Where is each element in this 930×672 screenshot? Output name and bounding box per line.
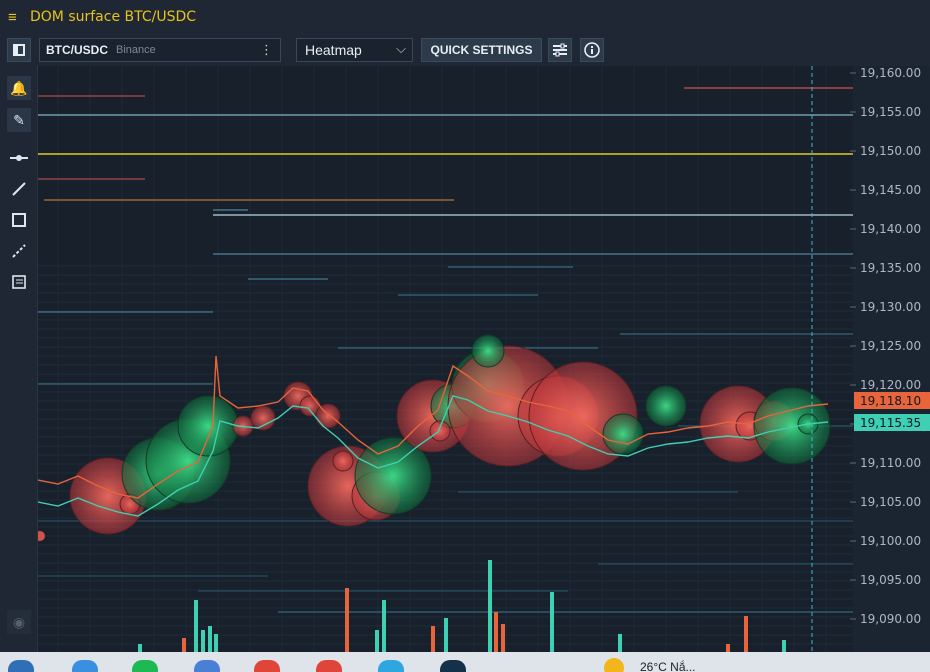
toolbar: BTC/USDC Binance ⋮ Heatmap ⌵ QUICK SETTI… — [0, 34, 930, 66]
telegram-taskbar-icon[interactable] — [378, 660, 404, 672]
horizontal-line-tool-icon[interactable] — [7, 146, 31, 170]
price-tick-label: 19,120.00 — [860, 378, 921, 392]
info-icon — [584, 42, 600, 58]
file-explorer-taskbar-icon[interactable] — [8, 660, 34, 672]
hamburger-menu-icon[interactable]: ≡ — [8, 8, 17, 26]
bid-price-badge — [854, 414, 930, 431]
ask-price-text: 19,118.10 — [860, 394, 921, 408]
buy-trade-bubble — [177, 395, 239, 457]
chevron-down-icon: ⌵ — [396, 41, 406, 56]
measure-tool-icon[interactable] — [7, 239, 31, 263]
sell-trade-bubble — [429, 420, 451, 442]
price-tick-label: 19,160.00 — [860, 66, 921, 80]
heatmap-chart[interactable]: 19,160.00 19,155.00 19,150.00 19,145.00 19,1… — [35, 66, 930, 652]
buy-trade-bubble — [753, 387, 831, 465]
trading-app-taskbar-icon[interactable] — [440, 660, 466, 672]
price-tick-label: 19,110.00 — [860, 456, 921, 470]
drawing-tools-sidebar: 🔔 ✎ ◉ — [0, 66, 38, 652]
volume-bar — [501, 624, 505, 652]
os-taskbar: 26°C Nắ... — [0, 652, 930, 672]
buy-trade-bubble — [354, 437, 432, 515]
media-player-taskbar-icon[interactable] — [72, 660, 98, 672]
exchange-name: Binance — [116, 44, 156, 56]
heatmap-canvas[interactable]: 19,160.00 19,155.00 19,150.00 19,145.00 19,1… — [35, 66, 930, 652]
bid-price-text: 19,115.35 — [860, 416, 921, 430]
volume-bar — [208, 626, 212, 652]
rectangle-tool-icon[interactable] — [7, 208, 31, 232]
price-tick-label: 19,145.00 — [860, 183, 921, 197]
volume-bar — [345, 588, 349, 652]
price-tick-label: 19,100.00 — [860, 534, 921, 548]
chrome-taskbar-icon[interactable] — [254, 660, 280, 672]
spotify-taskbar-icon[interactable] — [132, 660, 158, 672]
best-ask-line — [37, 355, 829, 499]
info-button[interactable] — [580, 38, 604, 62]
volume-bar — [744, 616, 748, 652]
buy-trade-bubble — [602, 413, 644, 455]
price-tick-label: 19,135.00 — [860, 261, 921, 275]
price-tick-label: 19,140.00 — [860, 222, 921, 236]
window-title: DOM surface BTC/USDC — [30, 9, 197, 25]
volume-bar — [494, 612, 498, 652]
volume-bar — [618, 634, 622, 652]
symbol-selector[interactable]: BTC/USDC Binance ⋮ — [39, 38, 281, 62]
price-tick-label: 19,155.00 — [860, 105, 921, 119]
sell-trade-bubble — [332, 450, 354, 472]
view-mode-value: Heatmap — [305, 42, 362, 58]
settings-sliders-button[interactable] — [548, 38, 572, 62]
volume-bar — [431, 626, 435, 652]
volume-bar — [194, 600, 198, 652]
more-options-icon[interactable]: ⋮ — [260, 42, 273, 57]
volume-bar — [182, 638, 186, 652]
volume-bar — [488, 560, 492, 652]
sell-trade-bubble — [250, 405, 276, 431]
object-list-icon[interactable] — [7, 270, 31, 294]
sidebar-panel-icon — [13, 44, 25, 56]
ask-price-badge — [854, 392, 930, 409]
price-tick-label: 19,125.00 — [860, 339, 921, 353]
volume-bar — [382, 600, 386, 652]
volume-bar — [550, 592, 554, 652]
view-mode-select[interactable]: Heatmap ⌵ — [296, 38, 413, 62]
best-bid-line — [37, 395, 829, 517]
title-bar: ≡ DOM surface BTC/USDC — [0, 0, 930, 34]
weather-sun-icon — [604, 658, 624, 672]
price-tick-label: 19,095.00 — [860, 573, 921, 587]
symbol-name: BTC/USDC — [46, 43, 108, 57]
volume-bar — [375, 630, 379, 652]
sell-trade-bubble — [315, 403, 341, 429]
volume-bar — [444, 618, 448, 652]
quick-settings-button[interactable]: QUICK SETTINGS — [421, 38, 542, 62]
visibility-eye-icon[interactable]: ◉ — [7, 610, 31, 634]
volume-bar — [214, 634, 218, 652]
trend-line-tool-icon[interactable] — [7, 177, 31, 201]
buy-trade-bubble — [471, 334, 505, 368]
buy-trade-bubble — [645, 385, 687, 427]
sliders-icon — [553, 43, 567, 57]
sell-trade-bubble — [35, 531, 45, 541]
volume-bar — [138, 644, 142, 652]
price-tick-label: 19,130.00 — [860, 300, 921, 314]
price-tick-label: 19,150.00 — [860, 144, 921, 158]
panel-toggle-button[interactable] — [7, 38, 31, 62]
price-tick-label: 19,090.00 — [860, 612, 921, 626]
zalo-taskbar-icon[interactable] — [194, 660, 220, 672]
chrome-profile-taskbar-icon[interactable] — [316, 660, 342, 672]
alert-bell-icon[interactable]: 🔔 — [7, 76, 31, 100]
volume-bar — [782, 640, 786, 652]
eraser-icon[interactable]: ✎ — [7, 108, 31, 132]
volume-bar — [726, 644, 730, 652]
volume-bar — [201, 630, 205, 652]
price-tick-label: 19,105.00 — [860, 495, 921, 509]
weather-text: 26°C Nắ... — [640, 660, 696, 672]
